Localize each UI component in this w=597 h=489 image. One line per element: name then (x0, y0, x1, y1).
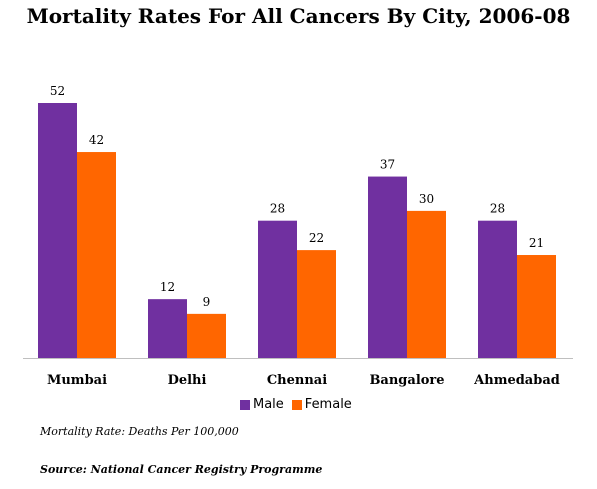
data-label-male-bangalore: 37 (380, 158, 395, 172)
data-label-female-ahmedabad: 21 (529, 236, 544, 250)
category-label-bangalore: Bangalore (369, 373, 444, 388)
category-label-mumbai: Mumbai (47, 373, 107, 388)
legend-label-male: Male (253, 397, 284, 412)
legend-swatch-male (240, 399, 250, 410)
legend-item-female: Female (291, 397, 352, 412)
bar-male-ahmedabad (478, 220, 517, 358)
data-label-male-mumbai: 52 (50, 84, 65, 98)
category-label-chennai: Chennai (267, 373, 327, 388)
bar-male-bangalore (368, 176, 407, 358)
data-label-female-chennai: 22 (309, 231, 324, 245)
data-label-male-ahmedabad: 28 (490, 202, 505, 216)
data-label-female-delhi: 9 (203, 295, 211, 309)
source-note: Source: National Cancer Registry Program… (40, 463, 323, 476)
chart-title: Mortality Rates For All Cancers By City,… (26, 4, 571, 28)
data-label-female-bangalore: 30 (419, 192, 434, 206)
bar-male-chennai (258, 220, 297, 358)
bar-male-mumbai (38, 103, 77, 358)
bar-female-ahmedabad (517, 255, 556, 358)
bar-female-mumbai (77, 152, 116, 358)
category-label-delhi: Delhi (168, 373, 207, 388)
data-label-male-chennai: 28 (270, 202, 285, 216)
unit-note: Mortality Rate: Deaths Per 100,000 (40, 425, 239, 438)
bar-male-delhi (148, 299, 187, 358)
legend-item-male: Male (240, 397, 284, 412)
bar-female-bangalore (407, 210, 446, 358)
data-label-female-mumbai: 42 (89, 133, 104, 147)
bar-female-chennai (297, 250, 336, 358)
data-label-male-delhi: 12 (160, 280, 175, 294)
category-label-ahmedabad: Ahmedabad (473, 373, 560, 388)
bar-female-delhi (187, 313, 226, 358)
legend-swatch-female (291, 399, 302, 410)
legend: Male Female (240, 397, 356, 412)
legend-label-female: Female (304, 397, 352, 412)
